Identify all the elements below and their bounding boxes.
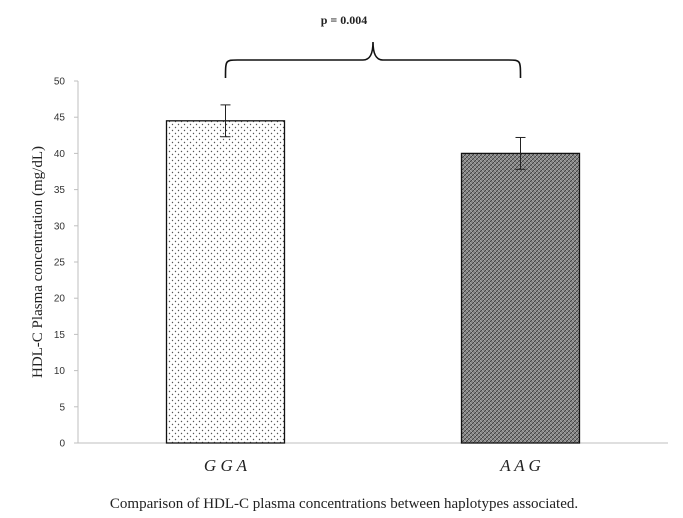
bar-aag bbox=[460, 152, 581, 444]
y-tick-label: 20 bbox=[54, 294, 66, 305]
bar-gga bbox=[165, 120, 286, 444]
curly-bracket bbox=[224, 41, 522, 79]
significance-bracket bbox=[224, 41, 522, 79]
y-axis-title: HDL-C Plasma concentration (mg/dL) bbox=[30, 146, 46, 378]
x-category-label: A A G bbox=[499, 456, 541, 475]
y-tick-label: 50 bbox=[54, 77, 66, 88]
y-axis: 0 5 10 15 20 25 30 35 40 45 50 bbox=[54, 77, 79, 450]
y-tick-label: 25 bbox=[54, 258, 66, 269]
bars bbox=[165, 120, 581, 444]
error-bars bbox=[220, 104, 526, 170]
p-value-label: p = 0.004 bbox=[321, 13, 368, 27]
y-tick-label: 15 bbox=[54, 330, 66, 341]
x-category-label: G G A bbox=[204, 456, 248, 475]
y-tick-label: 45 bbox=[54, 113, 66, 124]
y-tick-label: 0 bbox=[59, 439, 65, 450]
y-tick-label: 40 bbox=[54, 149, 66, 160]
figure-caption: Comparison of HDL-C plasma concentration… bbox=[110, 496, 578, 512]
y-tick-label: 30 bbox=[54, 221, 66, 232]
y-tick-label: 35 bbox=[54, 185, 66, 196]
y-tick-label: 10 bbox=[54, 366, 66, 377]
y-tick-label: 5 bbox=[59, 402, 65, 413]
